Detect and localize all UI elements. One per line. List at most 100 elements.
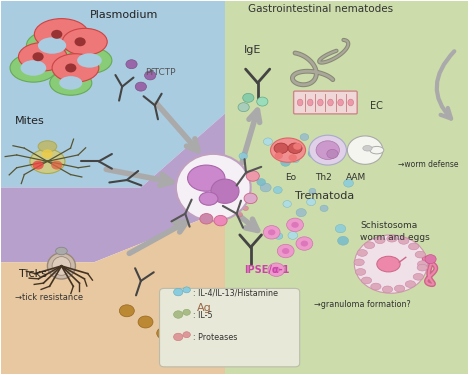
Ellipse shape [348,99,354,106]
Ellipse shape [77,53,102,68]
Text: : IL-4/IL-13/Histamine: : IL-4/IL-13/Histamine [193,288,278,297]
Circle shape [296,237,313,250]
Circle shape [283,201,292,207]
Circle shape [277,244,294,258]
Ellipse shape [371,283,381,290]
Ellipse shape [365,242,375,249]
Circle shape [135,82,146,91]
Ellipse shape [363,146,372,151]
Circle shape [327,149,338,158]
Ellipse shape [211,179,239,203]
Circle shape [65,63,76,72]
Ellipse shape [38,37,66,54]
Text: Ag: Ag [197,303,212,313]
Ellipse shape [50,70,92,95]
Text: Mites: Mites [15,116,45,126]
Ellipse shape [47,253,75,279]
Ellipse shape [399,237,409,244]
Circle shape [119,305,134,317]
Polygon shape [0,1,234,188]
Circle shape [32,160,44,170]
Polygon shape [0,105,234,262]
Text: Th2: Th2 [315,173,331,182]
Circle shape [296,209,306,217]
Circle shape [126,60,137,69]
Circle shape [425,255,436,264]
Circle shape [237,195,243,200]
Circle shape [238,103,249,112]
Ellipse shape [59,76,82,90]
Circle shape [292,156,300,163]
Ellipse shape [328,99,333,106]
Circle shape [292,222,299,228]
Ellipse shape [356,268,366,275]
Circle shape [214,215,227,226]
Circle shape [274,152,283,159]
Circle shape [273,267,280,273]
Circle shape [301,240,308,246]
Ellipse shape [30,149,65,174]
Circle shape [337,236,348,245]
Circle shape [287,218,303,232]
Ellipse shape [375,237,385,244]
Circle shape [74,37,86,46]
Ellipse shape [377,256,400,272]
Ellipse shape [370,146,384,154]
Circle shape [344,179,354,187]
FancyBboxPatch shape [160,288,300,367]
Ellipse shape [308,99,313,106]
Text: →granuloma formation?: →granuloma formation? [314,300,410,309]
Ellipse shape [413,273,423,280]
Circle shape [282,248,290,254]
Circle shape [183,332,191,338]
Circle shape [237,212,243,217]
Text: IgE: IgE [244,45,261,55]
Circle shape [355,235,427,293]
Text: Schistosoma
worm and eggs: Schistosoma worm and eggs [360,221,430,242]
Ellipse shape [415,251,425,258]
Circle shape [194,207,200,211]
Ellipse shape [383,286,392,293]
Circle shape [293,143,301,150]
Circle shape [173,311,183,318]
Ellipse shape [27,31,78,60]
Ellipse shape [418,261,428,267]
Text: Eo: Eo [285,173,296,182]
Ellipse shape [63,28,107,55]
Ellipse shape [318,99,323,106]
Ellipse shape [274,143,288,153]
Text: : IL-5: : IL-5 [193,310,213,320]
Ellipse shape [20,60,46,76]
Circle shape [239,153,247,159]
Text: Gastrointestinal nematodes: Gastrointestinal nematodes [248,4,393,14]
Text: : Proteases: : Proteases [193,333,237,342]
Circle shape [257,97,268,106]
Ellipse shape [67,47,112,74]
Circle shape [171,316,186,328]
Text: Plasmodium: Plasmodium [90,9,158,20]
Text: Ticks: Ticks [19,269,47,279]
Ellipse shape [357,250,367,256]
Circle shape [203,214,209,219]
Circle shape [51,160,63,170]
Circle shape [288,232,298,239]
Ellipse shape [297,99,303,106]
Ellipse shape [417,264,428,271]
Ellipse shape [10,54,57,82]
Circle shape [187,198,193,202]
Circle shape [316,141,339,159]
Circle shape [273,186,282,194]
Circle shape [268,263,285,276]
Circle shape [145,71,156,80]
Circle shape [138,316,153,328]
Circle shape [243,206,248,211]
FancyBboxPatch shape [225,0,474,375]
Ellipse shape [199,192,218,205]
FancyBboxPatch shape [293,91,357,114]
Text: IPSE/α-1: IPSE/α-1 [244,266,289,275]
Circle shape [263,226,280,239]
Ellipse shape [38,141,57,152]
Circle shape [281,159,291,166]
Circle shape [244,193,257,204]
Circle shape [309,135,346,165]
